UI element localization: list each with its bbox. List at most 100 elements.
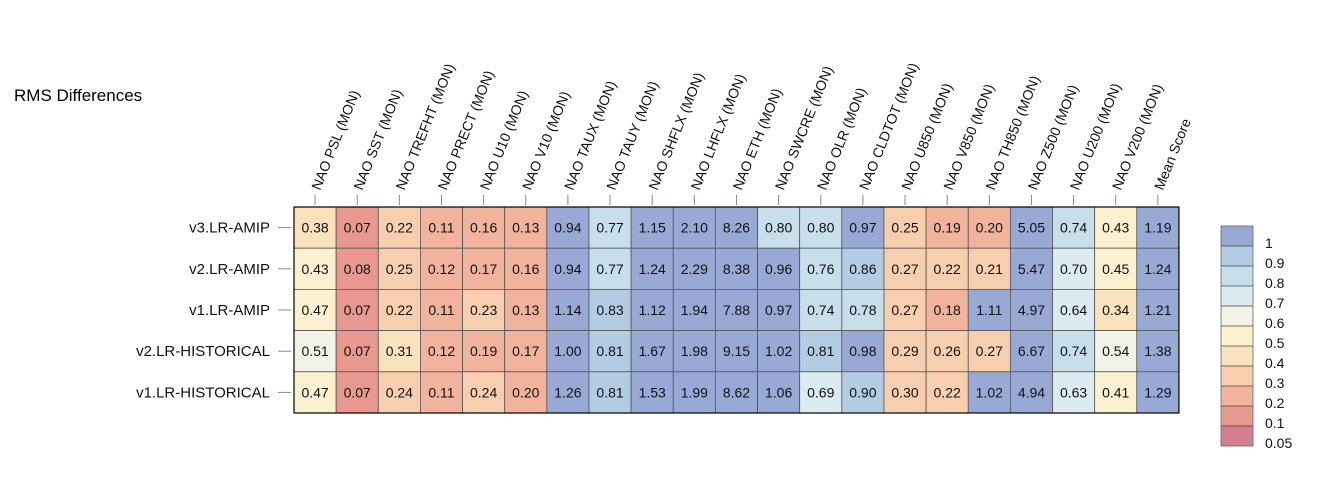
heatmap-cell [715, 371, 758, 414]
heatmap-cell [588, 247, 632, 290]
cell-value-label: 0.31 [386, 343, 413, 359]
cell-value-label: 1.02 [976, 384, 1003, 400]
cell-value-label: 1.19 [1144, 220, 1171, 236]
cell-value-label: 0.12 [428, 261, 455, 277]
heatmap-cell [672, 330, 716, 373]
heatmap-cell [799, 330, 843, 373]
heatmap-cell [757, 288, 801, 331]
row-labels: v3.LR-AMIP v2.LR-AMIP v1.LR-AMIP v2.LR-HIST… [136, 220, 291, 401]
heatmap-cell [1009, 247, 1053, 290]
cell-value-label: 0.43 [1102, 220, 1129, 236]
cell-value-label: 0.12 [428, 343, 455, 359]
chart-title: RMS Differences [14, 86, 143, 105]
cell-value-label: 0.17 [470, 261, 497, 277]
cell-value-label: 0.16 [470, 220, 497, 236]
colorbar-segment [1221, 306, 1253, 326]
colorbar-label: 0.9 [1265, 255, 1285, 271]
cell-value-label: 0.08 [344, 261, 371, 277]
row-label: v2.LR-HISTORICAL [136, 343, 270, 360]
row-label: v1.LR-HISTORICAL [136, 384, 270, 401]
cell-value-label: 2.10 [681, 220, 708, 236]
cell-value-label: 0.74 [1060, 343, 1087, 359]
cell-value-label: 9.15 [723, 343, 750, 359]
heatmap-cell [335, 288, 379, 331]
heatmap-cell [588, 206, 632, 249]
heatmap-cell [967, 330, 1011, 373]
cell-value-label: 0.51 [301, 343, 328, 359]
cell-value-label: 0.25 [386, 261, 413, 277]
cell-value-label: 0.80 [807, 220, 834, 236]
colorbar-label: 0.2 [1265, 395, 1285, 411]
cell-value-label: 0.86 [849, 261, 876, 277]
heatmap-border [293, 206, 1180, 414]
heatmap-cell [841, 371, 885, 414]
cell-value-label: 1.38 [1144, 343, 1171, 359]
cell-value-label: 1.26 [554, 384, 581, 400]
heatmap-cell [757, 247, 801, 290]
cell-value-label: 0.74 [1060, 220, 1087, 236]
heatmap-cell [504, 330, 548, 373]
cell-value-label: 0.27 [891, 302, 918, 318]
cell-value-label: 1.00 [554, 343, 581, 359]
heatmap-cell [672, 247, 716, 290]
heatmap-cell [672, 288, 716, 331]
colorbar-segment [1221, 246, 1253, 266]
cell-value-label: 1.15 [639, 220, 666, 236]
heatmap-cell [883, 206, 927, 249]
cell-value-label: 0.24 [470, 384, 497, 400]
cell-value-label: 0.81 [596, 384, 623, 400]
cell-value-label: 5.05 [1018, 220, 1045, 236]
heatmap-cell [630, 206, 674, 249]
cell-value-label: 0.94 [554, 261, 581, 277]
cell-value-label: 0.74 [807, 302, 834, 318]
heatmap-cell [799, 288, 843, 331]
cell-value-label: 0.80 [765, 220, 792, 236]
cell-value-label: 0.63 [1060, 384, 1087, 400]
cell-value-label: 0.27 [891, 261, 918, 277]
cell-value-label: 2.29 [681, 261, 708, 277]
cell-value-label: 0.54 [1102, 343, 1129, 359]
cell-value-label: 1.14 [554, 302, 581, 318]
colorbar-segment [1221, 326, 1253, 346]
cell-value-label: 0.77 [596, 220, 623, 236]
row-label: v1.LR-AMIP [189, 302, 270, 319]
heatmap-cell [293, 247, 337, 290]
heatmap-cell [841, 330, 885, 373]
colorbar-segment [1221, 426, 1253, 446]
cell-value-label: 8.38 [723, 261, 750, 277]
heatmap-cell [420, 247, 463, 290]
heatmap-cell [377, 247, 421, 290]
heatmap-cell [293, 330, 337, 373]
heatmap-cell [630, 288, 674, 331]
cell-value-label: 0.22 [934, 261, 961, 277]
cell-value-label: 0.20 [976, 220, 1003, 236]
heatmap-cell [420, 330, 463, 373]
heatmap-cell [672, 371, 716, 414]
cell-value-label: 0.64 [1060, 302, 1087, 318]
cell-value-label: 0.47 [301, 302, 328, 318]
heatmap-cell [967, 288, 1011, 331]
cell-value-label: 0.11 [428, 220, 454, 236]
cell-value-label: 0.20 [512, 384, 539, 400]
colorbar-label: 0.8 [1265, 275, 1285, 291]
colorbar-label: 0.5 [1265, 335, 1285, 351]
row-label: v3.LR-AMIP [189, 220, 270, 237]
cell-value-label: 0.22 [386, 220, 413, 236]
heatmap-cell [883, 247, 927, 290]
heatmap-cell [841, 288, 885, 331]
heatmap-cell [925, 288, 969, 331]
cell-value-label: 1.21 [1144, 302, 1171, 318]
cell-value-label: 0.78 [849, 302, 876, 318]
cell-value-label: 0.47 [301, 384, 328, 400]
heatmap-cell [1136, 288, 1180, 331]
heatmap-cell [925, 247, 969, 290]
heatmap-value-labels: 0.38 0.07 0.22 0.11 0.16 0.13 0.94 0.77 1.15 2.10… [301, 220, 1171, 401]
cell-value-label: 0.41 [1102, 384, 1129, 400]
cell-value-label: 0.26 [934, 343, 961, 359]
cell-value-label: 0.11 [428, 302, 454, 318]
heatmap-cell [1136, 247, 1180, 290]
cell-value-label: 0.07 [344, 302, 371, 318]
cell-value-label: 4.97 [1018, 302, 1045, 318]
cell-value-label: 0.17 [512, 343, 539, 359]
